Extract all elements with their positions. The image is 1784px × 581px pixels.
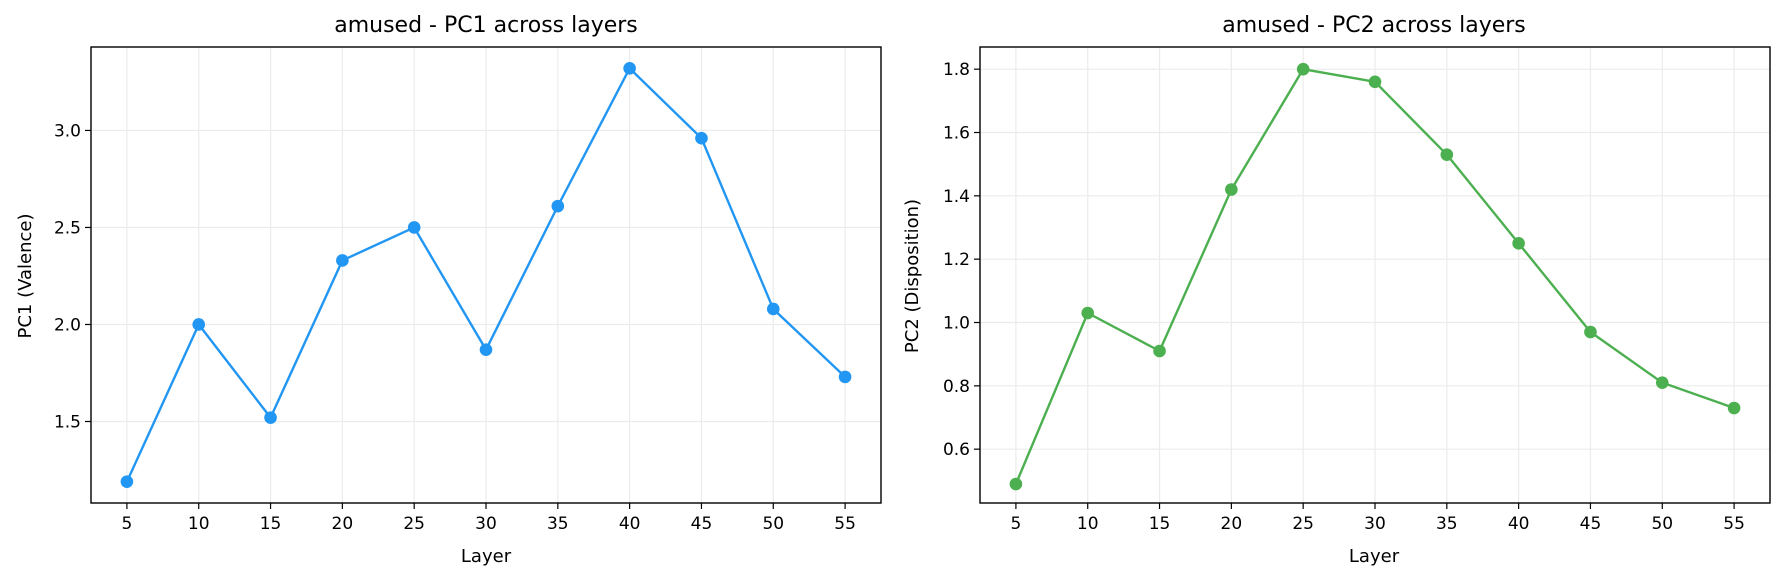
x-tick-label: 15 [1149,514,1171,534]
y-tick-label: 0.8 [943,377,970,397]
data-point [1296,62,1310,76]
chart-pc1-xlabel: Layer [461,546,512,567]
chart-pc2-plot: 5 10 15 20 25 30 35 40 45 50 55 0.6 0.8 1.0 1.2 1.4 1.6 1… [943,46,1771,534]
data-point [1512,237,1525,250]
x-tick-label: 10 [188,514,210,534]
x-tick-label: 20 [1221,514,1243,534]
data-point [838,370,852,384]
chart-pc2: amused - PC2 across layers Layer PC2 (Di… [902,13,1771,567]
x-tick-label: 55 [834,514,856,534]
data-point [336,254,349,267]
data-point [1440,148,1454,161]
y-tick-label: 1.2 [943,250,970,270]
x-tick-label: 40 [1508,514,1530,534]
x-tick-label: 15 [260,514,282,534]
x-tick-label: 40 [619,514,641,534]
data-point [407,221,421,234]
chart-pc2-ylabel: PC2 (Disposition) [902,199,923,353]
y-tick-label: 2.0 [54,315,81,335]
x-tick-label: 30 [475,514,497,534]
x-tick-label: 50 [762,514,784,534]
data-point [1225,183,1238,196]
y-tick-label: 1.0 [943,314,970,334]
x-tick-label: 55 [1723,514,1745,534]
data-point [1153,344,1166,358]
chart-pc2-title: amused - PC2 across layers [1222,13,1526,38]
chart-pc1-title: amused - PC1 across layers [334,13,638,38]
x-tick-label: 35 [1436,514,1458,534]
x-tick-label: 45 [691,514,713,534]
data-point [120,475,134,488]
data-point [1009,477,1023,491]
chart-pc1-ylabel: PC1 (Valence) [15,213,36,338]
data-point [1655,376,1669,389]
y-tick-label: 1.5 [54,413,81,433]
x-tick-label: 30 [1364,514,1386,534]
chart-pc1: amused - PC1 across layers Layer PC1 (Va… [15,13,882,567]
data-point [264,411,277,424]
data-point [1368,75,1382,89]
y-tick-label: 3.0 [54,121,81,141]
data-point [1584,325,1597,339]
y-tick-label: 2.5 [54,218,81,238]
data-point [551,199,565,213]
chart-pc2-xlabel: Layer [1349,546,1400,567]
x-tick-label: 25 [1292,514,1314,534]
x-tick-label: 5 [1010,514,1021,534]
x-tick-label: 50 [1651,514,1673,534]
data-point [192,318,206,331]
data-point [479,343,493,357]
x-tick-label: 45 [1580,514,1602,534]
data-point [1081,306,1095,320]
y-tick-label: 1.6 [943,124,970,144]
y-tick-label: 0.6 [943,440,970,460]
y-tick-label: 1.8 [943,60,970,80]
y-tick-label: 1.4 [943,187,970,207]
data-point [623,62,636,75]
data-point [695,131,708,145]
x-tick-label: 25 [403,514,425,534]
data-point [766,302,780,316]
x-tick-label: 5 [121,514,132,534]
data-point [1727,401,1741,415]
x-tick-label: 20 [332,514,354,534]
x-tick-label: 10 [1077,514,1099,534]
chart-pc1-plot: 5 10 15 20 25 30 35 40 45 50 55 1.5 2.0 2.5 3.0 [54,46,882,534]
x-tick-label: 35 [547,514,569,534]
